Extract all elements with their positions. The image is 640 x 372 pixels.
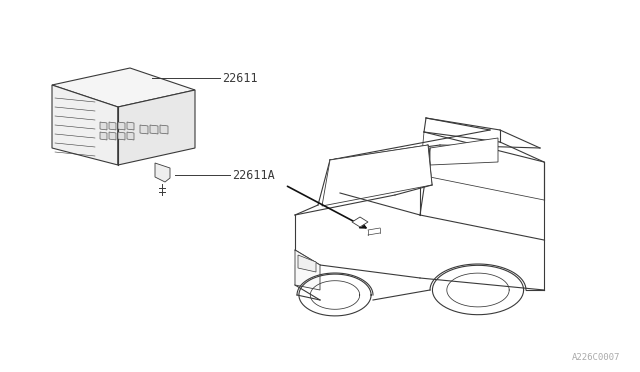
Polygon shape: [430, 138, 498, 165]
Polygon shape: [118, 90, 195, 165]
Polygon shape: [352, 217, 368, 227]
Polygon shape: [109, 132, 116, 140]
Polygon shape: [118, 132, 125, 140]
Polygon shape: [52, 68, 195, 107]
Polygon shape: [295, 250, 320, 290]
Text: A226C0007: A226C0007: [572, 353, 620, 362]
Polygon shape: [52, 85, 118, 165]
Polygon shape: [298, 255, 316, 272]
Polygon shape: [100, 122, 107, 130]
Polygon shape: [127, 132, 134, 140]
Polygon shape: [155, 163, 170, 182]
Polygon shape: [330, 145, 430, 193]
Polygon shape: [109, 122, 116, 130]
Polygon shape: [322, 145, 432, 206]
Polygon shape: [118, 122, 125, 130]
Polygon shape: [127, 122, 134, 130]
Polygon shape: [140, 125, 148, 134]
Polygon shape: [160, 125, 168, 134]
Text: 22611A: 22611A: [232, 169, 275, 182]
Text: 22611: 22611: [222, 71, 258, 84]
Polygon shape: [150, 125, 158, 134]
Polygon shape: [100, 132, 107, 140]
